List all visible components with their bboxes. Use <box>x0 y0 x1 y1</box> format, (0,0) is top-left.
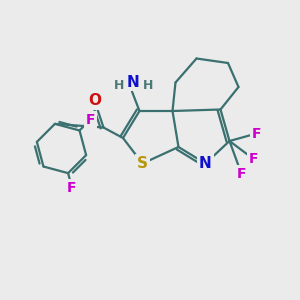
Text: N: N <box>199 156 212 171</box>
Text: F: F <box>249 152 258 166</box>
Text: F: F <box>237 167 246 181</box>
Text: F: F <box>252 127 261 140</box>
Text: F: F <box>85 113 95 127</box>
Text: F: F <box>67 181 77 195</box>
Text: S: S <box>137 156 148 171</box>
Text: N: N <box>127 75 140 90</box>
Text: H: H <box>114 79 124 92</box>
Text: H: H <box>142 79 153 92</box>
Text: O: O <box>88 93 101 108</box>
